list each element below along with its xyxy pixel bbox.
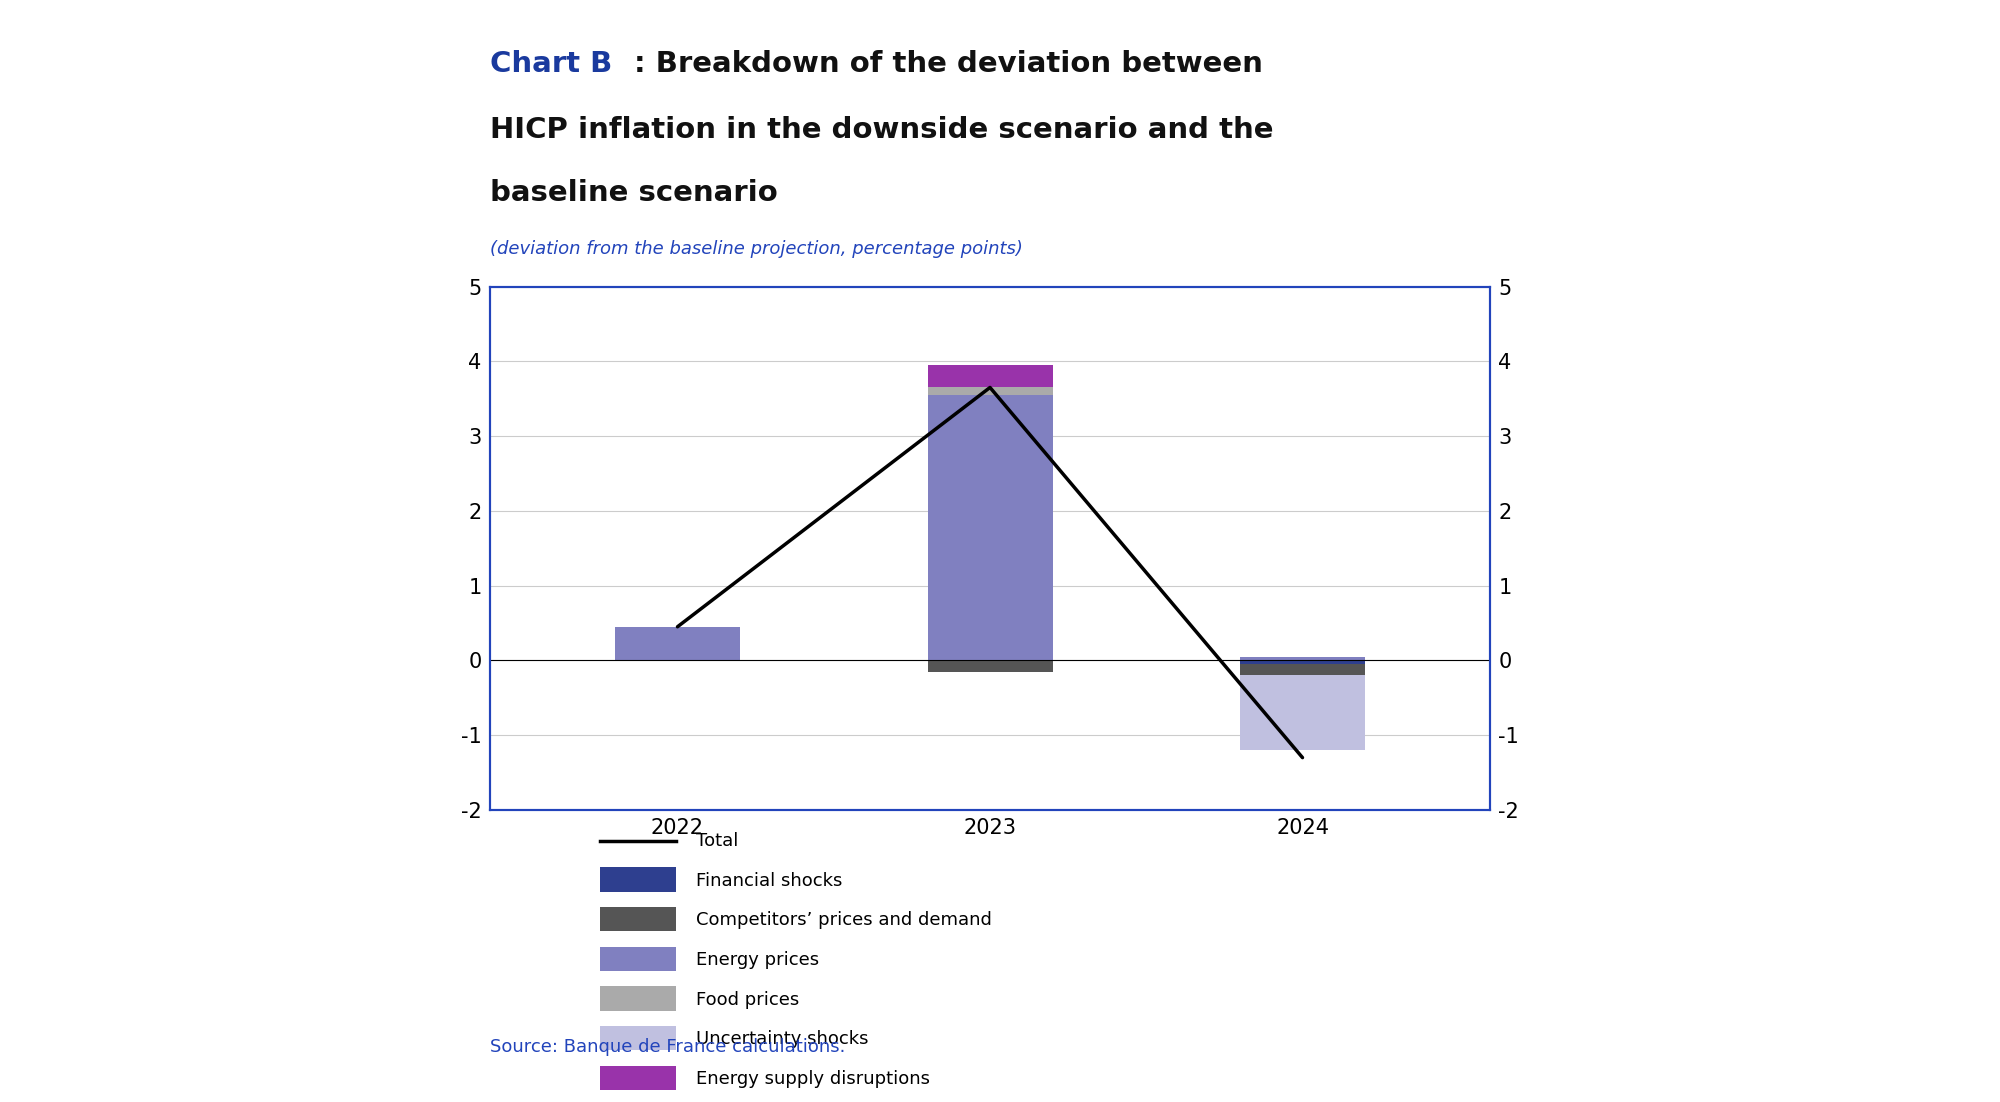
Text: Competitors’ prices and demand: Competitors’ prices and demand (696, 911, 992, 929)
Bar (928, 660, 1052, 671)
Bar (616, 627, 740, 660)
Text: Energy supply disruptions: Energy supply disruptions (696, 1070, 930, 1088)
Bar (928, 395, 1052, 660)
Bar (928, 365, 1052, 388)
Text: : Breakdown of the deviation between: : Breakdown of the deviation between (634, 50, 1262, 77)
Bar (1240, 660, 1364, 665)
Text: HICP inflation in the downside scenario and the: HICP inflation in the downside scenario … (490, 116, 1274, 143)
Bar (1240, 676, 1364, 750)
Text: (deviation from the baseline projection, percentage points): (deviation from the baseline projection,… (490, 240, 1022, 258)
Text: Food prices: Food prices (696, 991, 800, 1008)
Bar (1240, 665, 1364, 676)
Text: Source: Banque de France calculations.: Source: Banque de France calculations. (490, 1038, 846, 1056)
Text: Chart B: Chart B (490, 50, 612, 77)
Text: Total: Total (696, 832, 738, 850)
Text: Financial shocks: Financial shocks (696, 872, 842, 889)
Text: Uncertainty shocks: Uncertainty shocks (696, 1030, 868, 1048)
Bar (928, 388, 1052, 395)
Bar (1240, 657, 1364, 660)
Text: baseline scenario: baseline scenario (490, 179, 778, 206)
Text: Energy prices: Energy prices (696, 951, 820, 969)
